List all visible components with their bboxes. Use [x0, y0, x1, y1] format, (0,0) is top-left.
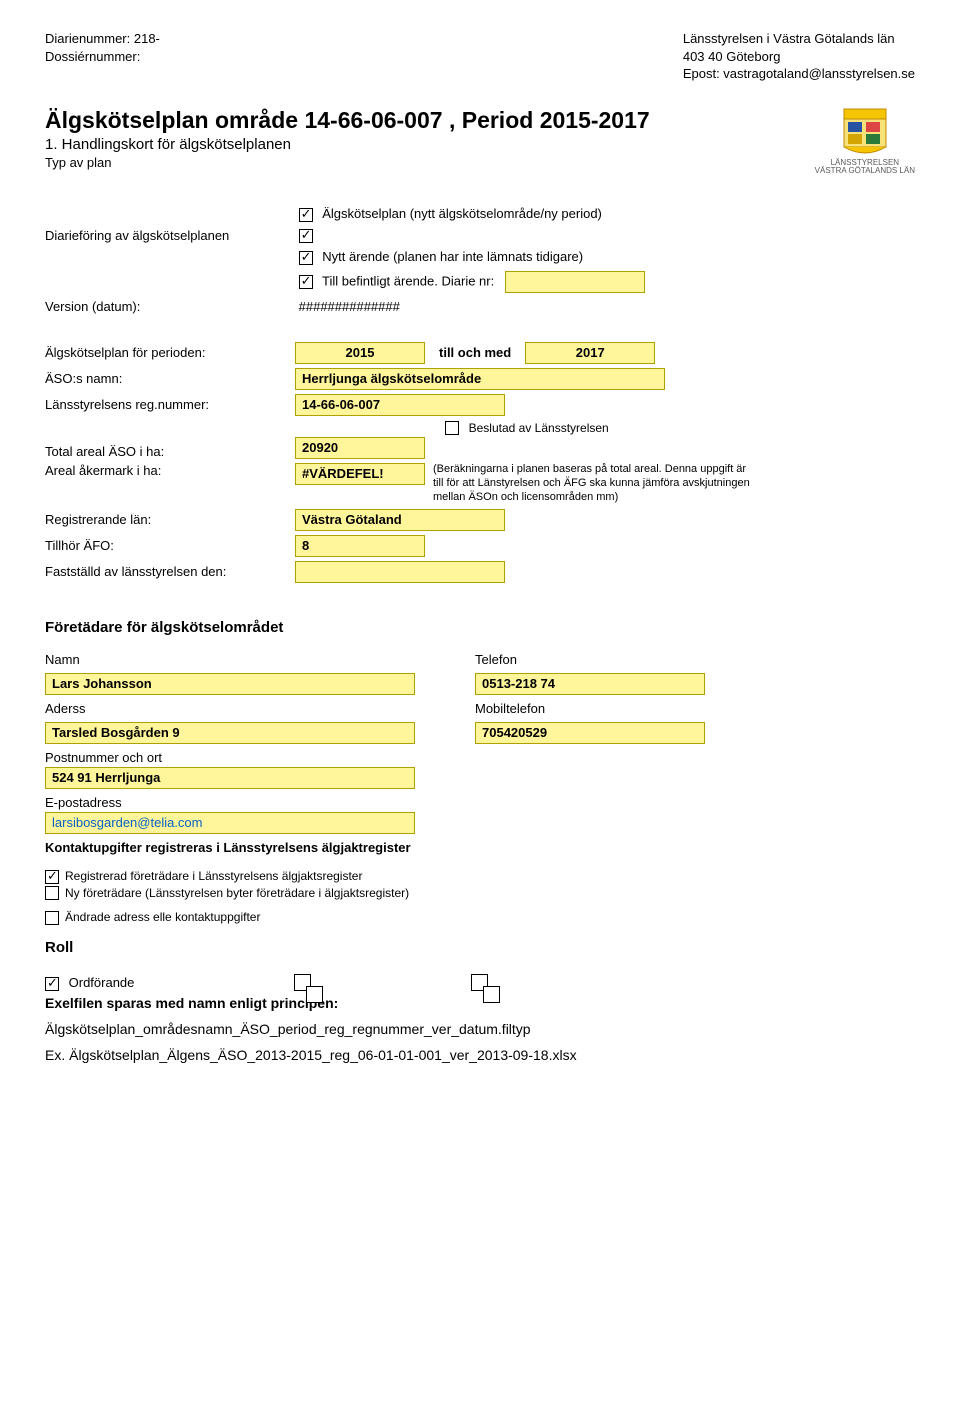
reg-value[interactable]: 14-66-06-007	[295, 394, 505, 416]
version-row: Version (datum): ##############	[45, 299, 915, 314]
opt3-row: Till befintligt ärende. Diarie nr:	[45, 271, 915, 293]
aso-label: ÄSO:s namn:	[45, 371, 295, 386]
tel-value[interactable]: 0513-218 74	[475, 673, 705, 695]
checkbox-beslutad[interactable]	[445, 421, 459, 435]
fast-value[interactable]	[295, 561, 505, 583]
email-link[interactable]: larsibosgarden@telia.com	[52, 815, 203, 830]
dossier-number: Dossiérnummer:	[45, 48, 160, 66]
checkbox-opt3[interactable]	[299, 275, 313, 289]
beslutad-label: Beslutad av Länsstyrelsen	[469, 421, 609, 435]
post-value[interactable]: 524 91 Herrljunga	[45, 767, 415, 789]
coat-of-arms-icon	[838, 107, 892, 157]
opt1-row: Älgskötselplan (nytt älgskötselområde/ny…	[45, 206, 915, 222]
mob-label: Mobiltelefon	[475, 701, 705, 716]
logo-caption-2: VÄSTRA GÖTALANDS LÄN	[815, 167, 915, 176]
diarie-nr-field[interactable]	[505, 271, 645, 293]
excel-heading: Exelfilen sparas med namn enligt princip…	[45, 995, 915, 1011]
checkbox-new-rep[interactable]	[45, 886, 59, 900]
row-diarieforing: Diarieföring av älgskötselplanen	[45, 228, 915, 244]
aso-value[interactable]: Herrljunga älgskötselområde	[295, 368, 665, 390]
version-value: ##############	[299, 299, 400, 314]
opt3-text: Till befintligt ärende. Diarie nr:	[322, 273, 494, 288]
excel-pattern: Älgskötselplan_områdesnamn_ÄSO_period_re…	[45, 1021, 915, 1037]
name-label: Namn	[45, 652, 415, 667]
section1-heading: 1. Handlingskort för älgskötselplanen	[45, 136, 650, 153]
checkbox-registered[interactable]	[45, 870, 59, 884]
checkbox-ordforande[interactable]	[45, 977, 59, 991]
tel-label: Telefon	[475, 652, 705, 667]
c3-text: Ändrade adress elle kontaktuppgifter	[65, 910, 260, 924]
agency-logo: LÄNSSTYRELSEN VÄSTRA GÖTALANDS LÄN	[815, 107, 915, 177]
akermark-label: Areal åkermark i ha:	[45, 463, 295, 478]
header-right: Länsstyrelsen i Västra Götalands län 403…	[683, 30, 915, 83]
opt1-text: Älgskötselplan (nytt älgskötselområde/ny…	[322, 206, 602, 221]
afo-value[interactable]: 8	[295, 535, 425, 557]
reg-label: Länsstyrelsens reg.nummer:	[45, 397, 295, 412]
checkbox-opt1[interactable]	[299, 208, 313, 222]
addr-label: Aderss	[45, 701, 415, 716]
stacked-checkbox-1b[interactable]	[306, 986, 323, 1003]
email-label: E-postadress	[45, 795, 915, 810]
header-left: Diarienummer: 218- Dossiérnummer:	[45, 30, 160, 83]
checkbox-diarieforing[interactable]	[299, 229, 313, 243]
contact-heading: Företädare för älgskötselområdet	[45, 619, 915, 636]
ordforande-label: Ordförande	[69, 975, 135, 990]
checkbox-opt2[interactable]	[299, 251, 313, 265]
contact-note: Kontaktupgifter registreras i Länsstyrel…	[45, 840, 915, 855]
doc-header: Diarienummer: 218- Dossiérnummer: Länsst…	[45, 30, 915, 83]
period-label: Älgskötselplan för perioden:	[45, 345, 295, 360]
typ-label: Typ av plan	[45, 155, 650, 170]
excel-example: Ex. Älgskötselplan_Älgens_ÄSO_2013-2015_…	[45, 1047, 915, 1063]
regl-label: Registrerande län:	[45, 512, 295, 527]
fast-label: Fastställd av länsstyrelsen den:	[45, 564, 295, 579]
akermark-value[interactable]: #VÄRDEFEL!	[295, 463, 425, 485]
regl-value[interactable]: Västra Götaland	[295, 509, 505, 531]
checkbox-address-change[interactable]	[45, 911, 59, 925]
opt2-text: Nytt ärende (planen har inte lämnats tid…	[322, 249, 583, 264]
total-label: Total areal ÄSO i ha:	[45, 444, 295, 459]
diarieforing-label: Diarieföring av älgskötselplanen	[45, 228, 295, 243]
agency-email: Epost: vastragotaland@lansstyrelsen.se	[683, 65, 915, 83]
post-label: Postnummer och ort	[45, 750, 915, 765]
total-value[interactable]: 20920	[295, 437, 425, 459]
mob-value[interactable]: 705420529	[475, 722, 705, 744]
name-value[interactable]: Lars Johansson	[45, 673, 415, 695]
page-title: Älgskötselplan område 14-66-06-007 , Per…	[45, 107, 650, 134]
c2-text: Ny företrädare (Länsstyrelsen byter före…	[65, 886, 409, 900]
stacked-checkbox-2[interactable]	[471, 974, 488, 991]
diarie-number: Diarienummer: 218-	[45, 30, 160, 48]
stacked-checkbox-2b[interactable]	[483, 986, 500, 1003]
period-to[interactable]: 2017	[525, 342, 655, 364]
stacked-checkbox-1[interactable]	[294, 974, 311, 991]
addr-value[interactable]: Tarsled Bosgården 9	[45, 722, 415, 744]
version-label: Version (datum):	[45, 299, 295, 314]
agency-address: 403 40 Göteborg	[683, 48, 915, 66]
period-from[interactable]: 2015	[295, 342, 425, 364]
email-field[interactable]: larsibosgarden@telia.com	[45, 812, 415, 834]
roll-heading: Roll	[45, 939, 915, 956]
akermark-note: (Beräkningarna i planen baseras på total…	[433, 463, 753, 504]
agency-name: Länsstyrelsen i Västra Götalands län	[683, 30, 915, 48]
opt2-row: Nytt ärende (planen har inte lämnats tid…	[45, 249, 915, 265]
afo-label: Tillhör ÄFO:	[45, 538, 295, 553]
period-mid: till och med	[425, 345, 525, 360]
c1-text: Registrerad företrädare i Länsstyrelsens…	[65, 869, 362, 883]
